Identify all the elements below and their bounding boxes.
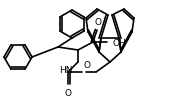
Text: O: O	[65, 88, 72, 97]
Text: OH: OH	[113, 38, 127, 47]
Text: O: O	[95, 18, 102, 27]
Text: HN: HN	[59, 65, 73, 74]
Text: O: O	[84, 60, 91, 69]
